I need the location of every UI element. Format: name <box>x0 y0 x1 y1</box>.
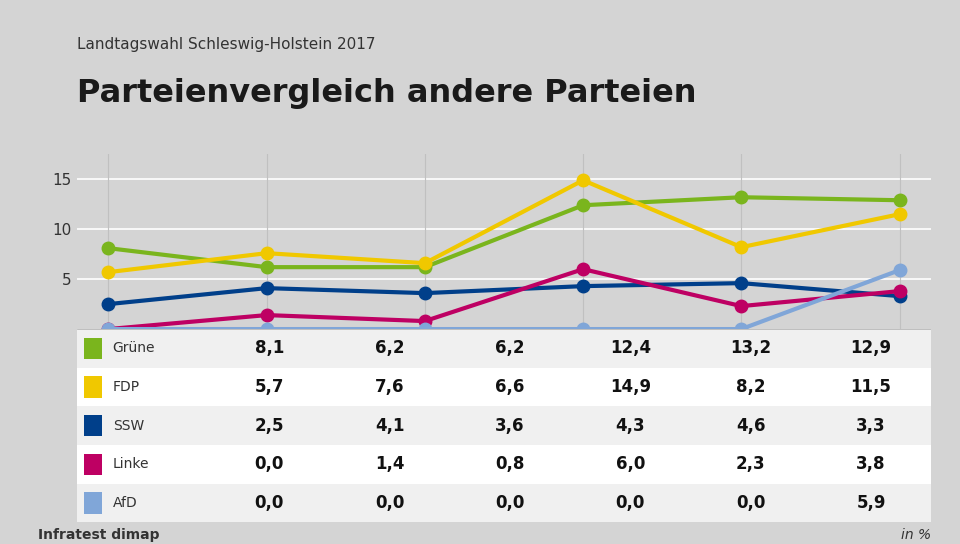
Text: 14,9: 14,9 <box>610 378 651 396</box>
Text: 8,2: 8,2 <box>736 378 765 396</box>
Text: 12,4: 12,4 <box>610 339 651 357</box>
Bar <box>84 338 103 359</box>
Text: 11,5: 11,5 <box>851 378 892 396</box>
Bar <box>84 492 103 514</box>
Bar <box>84 376 103 398</box>
Bar <box>77 445 931 484</box>
Text: 0,0: 0,0 <box>375 494 404 512</box>
Text: 4,1: 4,1 <box>375 417 404 435</box>
Text: 0,0: 0,0 <box>495 494 525 512</box>
Bar <box>84 454 103 475</box>
Text: 0,0: 0,0 <box>254 494 284 512</box>
Text: 0,8: 0,8 <box>495 455 525 473</box>
Text: 2,5: 2,5 <box>254 417 284 435</box>
Text: 6,2: 6,2 <box>375 339 404 357</box>
Text: Grüne: Grüne <box>112 342 156 355</box>
Text: 3,8: 3,8 <box>856 455 886 473</box>
Text: FDP: FDP <box>112 380 140 394</box>
Text: 5,7: 5,7 <box>254 378 284 396</box>
Bar <box>77 484 931 522</box>
Bar <box>77 406 931 445</box>
Text: 4,6: 4,6 <box>736 417 765 435</box>
Text: Landtagswahl Schleswig-Holstein 2017: Landtagswahl Schleswig-Holstein 2017 <box>77 37 375 52</box>
Bar <box>77 368 931 406</box>
Text: in %: in % <box>901 528 931 542</box>
Text: Infratest dimap: Infratest dimap <box>38 528 160 542</box>
Text: 6,0: 6,0 <box>615 455 645 473</box>
Text: 4,3: 4,3 <box>615 417 645 435</box>
Text: 8,1: 8,1 <box>254 339 284 357</box>
Text: 7,6: 7,6 <box>375 378 404 396</box>
Text: 5,9: 5,9 <box>856 494 886 512</box>
Text: 6,6: 6,6 <box>495 378 525 396</box>
Text: AfD: AfD <box>112 496 137 510</box>
Text: 1,4: 1,4 <box>375 455 404 473</box>
Bar <box>77 329 931 368</box>
Text: 0,0: 0,0 <box>615 494 645 512</box>
Text: 0,0: 0,0 <box>254 455 284 473</box>
Bar <box>84 415 103 436</box>
Text: 3,6: 3,6 <box>495 417 525 435</box>
Text: 12,9: 12,9 <box>851 339 892 357</box>
Text: Parteienvergleich andere Parteien: Parteienvergleich andere Parteien <box>77 78 696 109</box>
Text: 2,3: 2,3 <box>736 455 765 473</box>
Text: 3,3: 3,3 <box>856 417 886 435</box>
Text: 13,2: 13,2 <box>731 339 771 357</box>
Text: Linke: Linke <box>112 458 149 471</box>
Text: 6,2: 6,2 <box>495 339 525 357</box>
Text: 0,0: 0,0 <box>736 494 765 512</box>
Text: SSW: SSW <box>112 419 144 432</box>
